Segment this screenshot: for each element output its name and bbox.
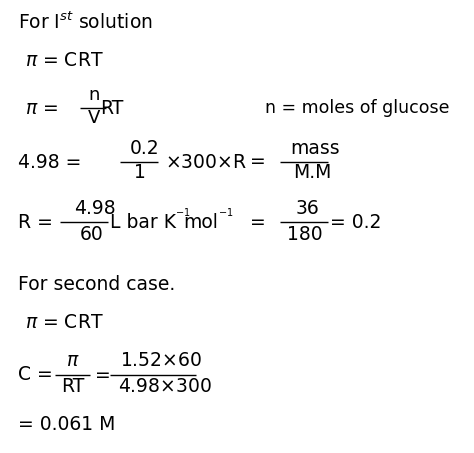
Text: 1: 1	[134, 164, 146, 183]
Text: =: =	[95, 366, 111, 385]
Text: For second case.: For second case.	[18, 275, 175, 294]
Text: 1.52$\times$60: 1.52$\times$60	[120, 352, 202, 371]
Text: n = moles of glucose: n = moles of glucose	[265, 99, 449, 117]
Text: $\pi$ =: $\pi$ =	[25, 98, 58, 117]
Text: RT: RT	[100, 98, 123, 117]
Text: R =: R =	[18, 212, 53, 231]
Text: $^{-1}$: $^{-1}$	[175, 208, 191, 222]
Text: = 0.2: = 0.2	[330, 212, 382, 231]
Text: $\pi$ = CRT: $\pi$ = CRT	[25, 313, 104, 333]
Text: = 0.061 M: = 0.061 M	[18, 415, 115, 434]
Text: RT: RT	[61, 377, 84, 396]
Text: 4.98: 4.98	[74, 198, 116, 217]
Text: $^{-1}$: $^{-1}$	[218, 208, 234, 222]
Text: L bar K: L bar K	[110, 212, 176, 231]
Text: For I$^{st}$ solution: For I$^{st}$ solution	[18, 11, 153, 33]
Text: 36: 36	[296, 198, 320, 217]
Text: $\pi$ = CRT: $\pi$ = CRT	[25, 50, 104, 69]
Text: V: V	[88, 109, 100, 127]
Text: 4.98$\times$300: 4.98$\times$300	[118, 377, 212, 396]
Text: 0.2: 0.2	[130, 140, 160, 159]
Text: 4.98 =: 4.98 =	[18, 153, 82, 172]
Text: M.M: M.M	[293, 164, 331, 183]
Text: mass: mass	[290, 140, 340, 159]
Text: n: n	[88, 86, 100, 104]
Text: $\times$300$\times$R: $\times$300$\times$R	[165, 153, 247, 172]
Text: 60: 60	[80, 225, 104, 244]
Text: mol: mol	[183, 212, 218, 231]
Text: $\pi$: $\pi$	[66, 352, 80, 371]
Text: C =: C =	[18, 366, 53, 385]
Text: =: =	[250, 212, 266, 231]
Text: 180: 180	[287, 225, 323, 244]
Text: =: =	[250, 153, 266, 172]
